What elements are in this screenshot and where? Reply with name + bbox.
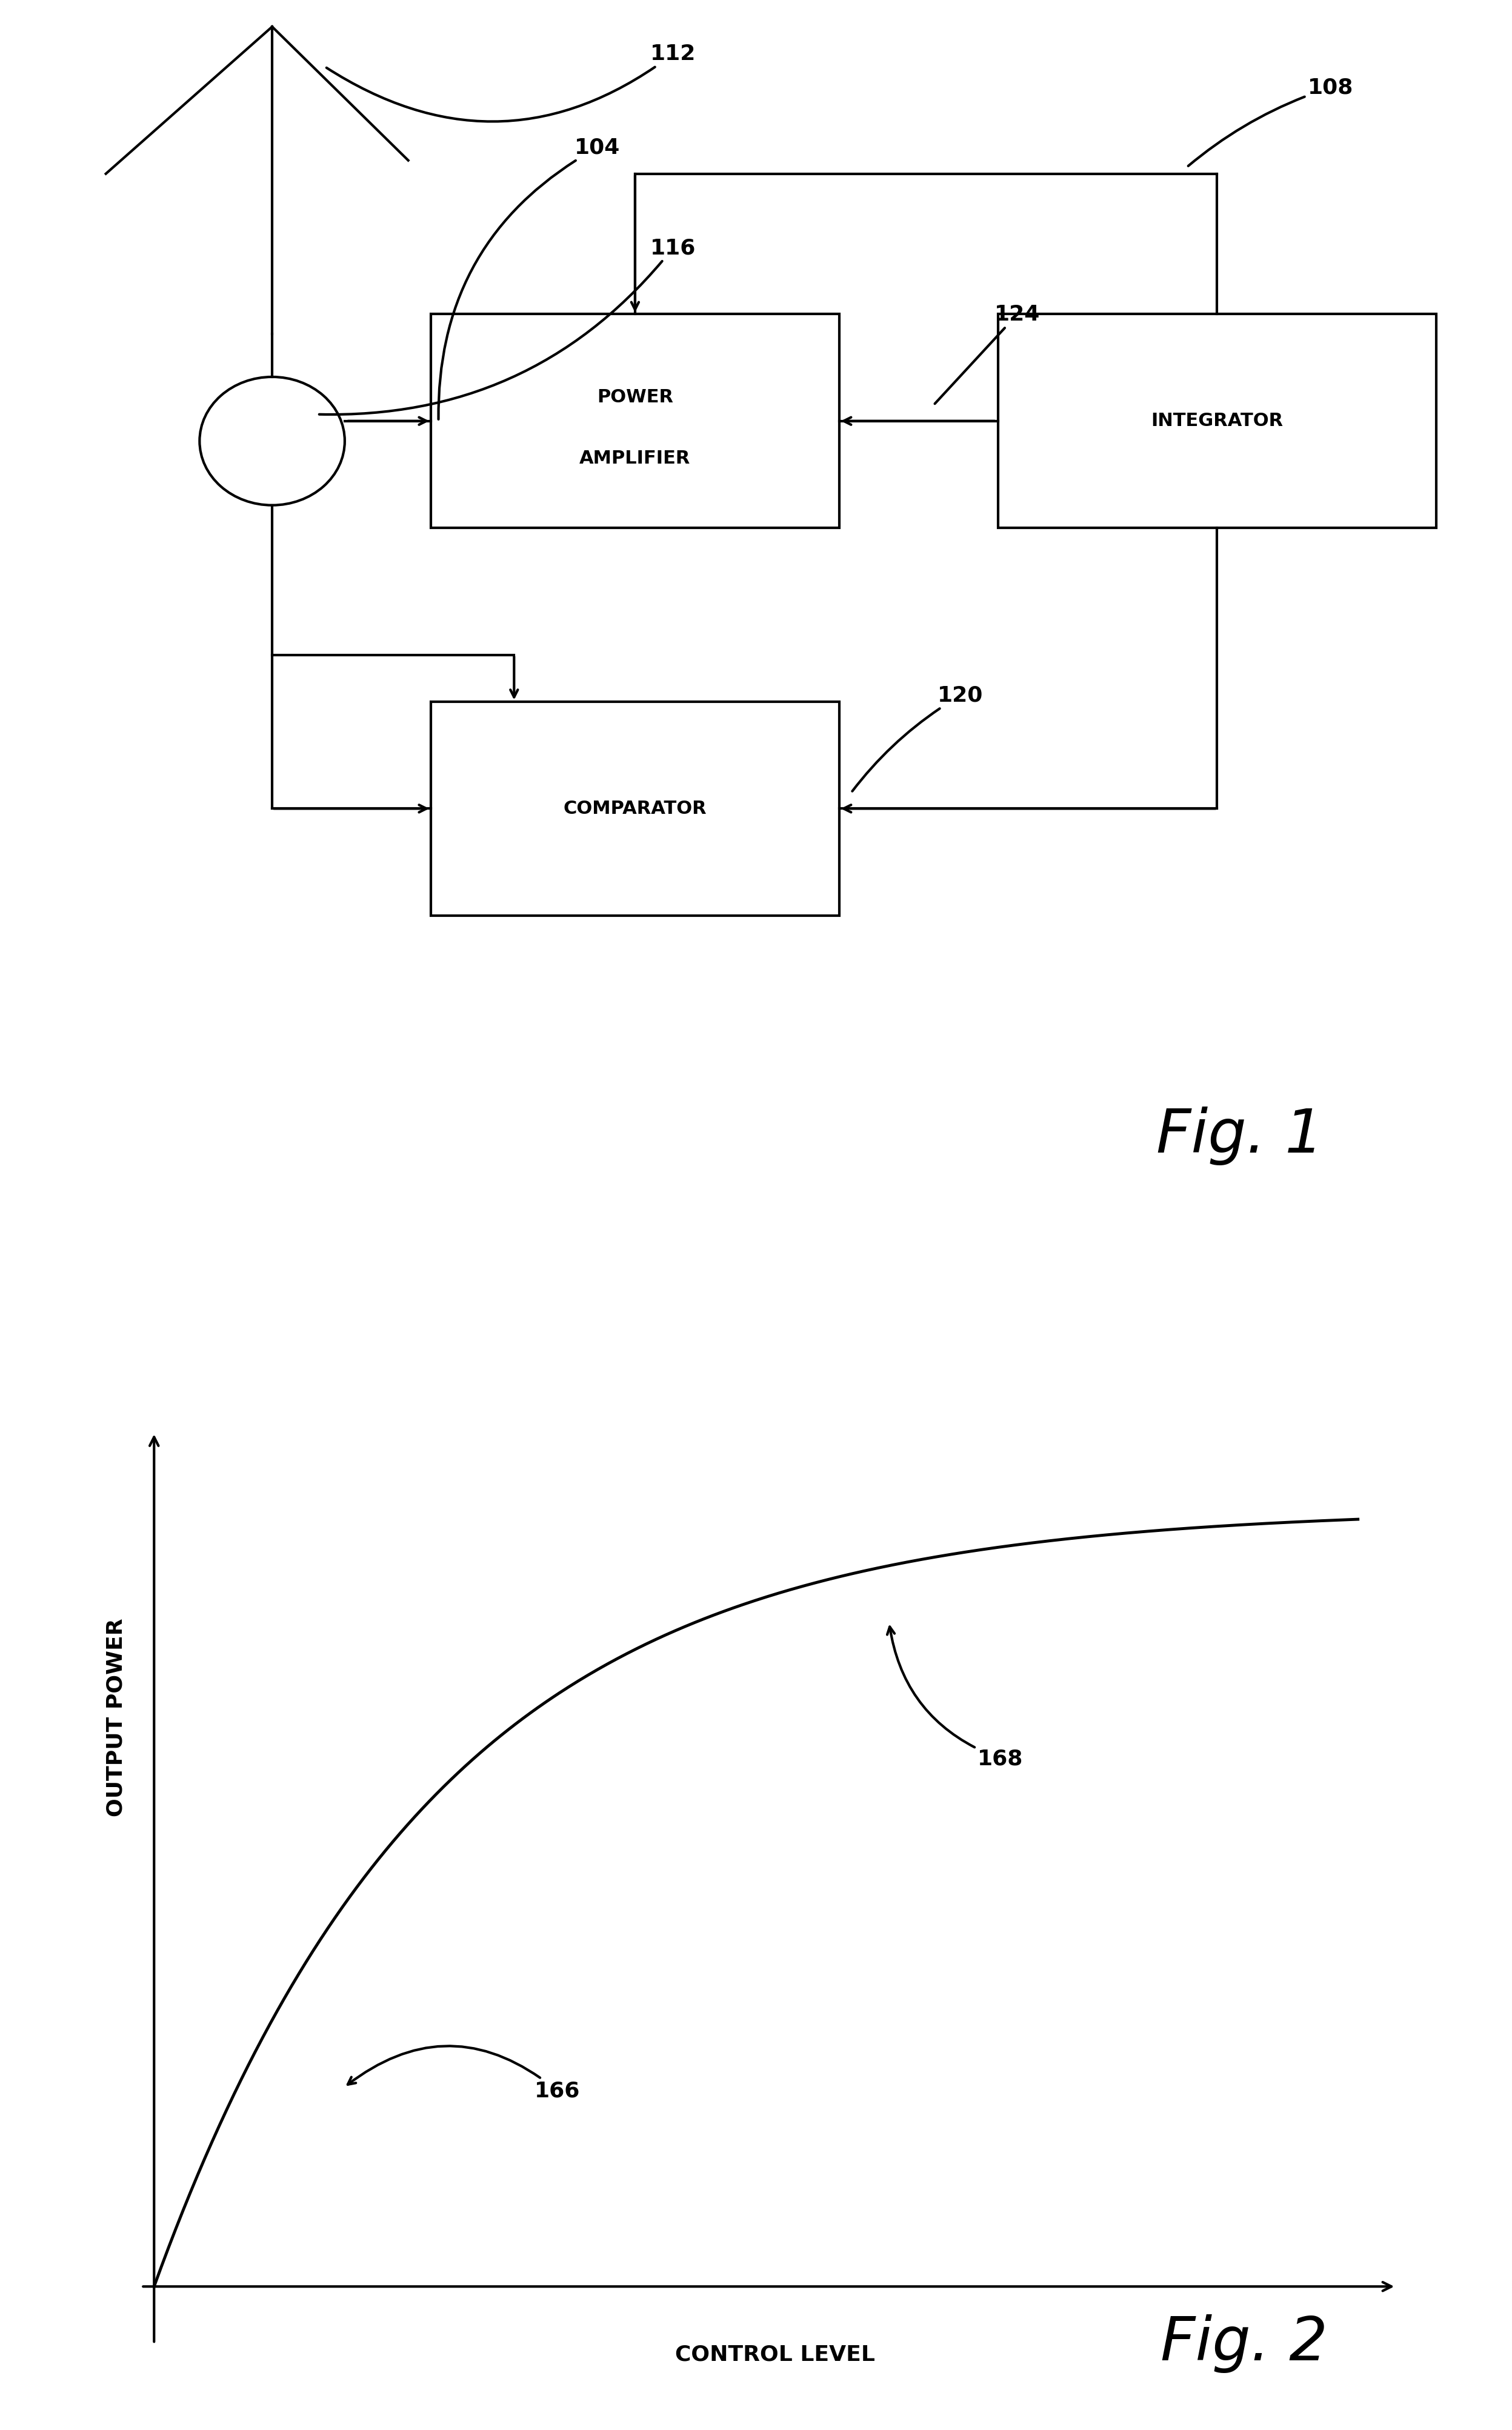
Text: COMPARATOR: COMPARATOR [564, 799, 706, 816]
Text: 108: 108 [1188, 78, 1353, 165]
Text: POWER: POWER [597, 389, 673, 406]
Text: 168: 168 [888, 1626, 1024, 1769]
Bar [431, 313, 839, 527]
Text: OUTPUT POWER: OUTPUT POWER [106, 1618, 127, 1818]
Text: 120: 120 [853, 685, 983, 792]
Text: Fig. 2: Fig. 2 [1160, 2313, 1328, 2372]
Text: 104: 104 [438, 139, 620, 420]
Bar [998, 313, 1436, 527]
Text: INTEGRATOR: INTEGRATOR [1151, 413, 1284, 430]
Text: 124: 124 [934, 304, 1040, 403]
Text: Fig. 1: Fig. 1 [1157, 1106, 1323, 1166]
Text: AMPLIFIER: AMPLIFIER [579, 450, 691, 467]
Text: 112: 112 [327, 44, 696, 122]
Text: 116: 116 [319, 238, 696, 416]
Text: 166: 166 [348, 2046, 581, 2102]
Text: CONTROL LEVEL: CONTROL LEVEL [674, 2345, 875, 2364]
Bar [431, 702, 839, 916]
